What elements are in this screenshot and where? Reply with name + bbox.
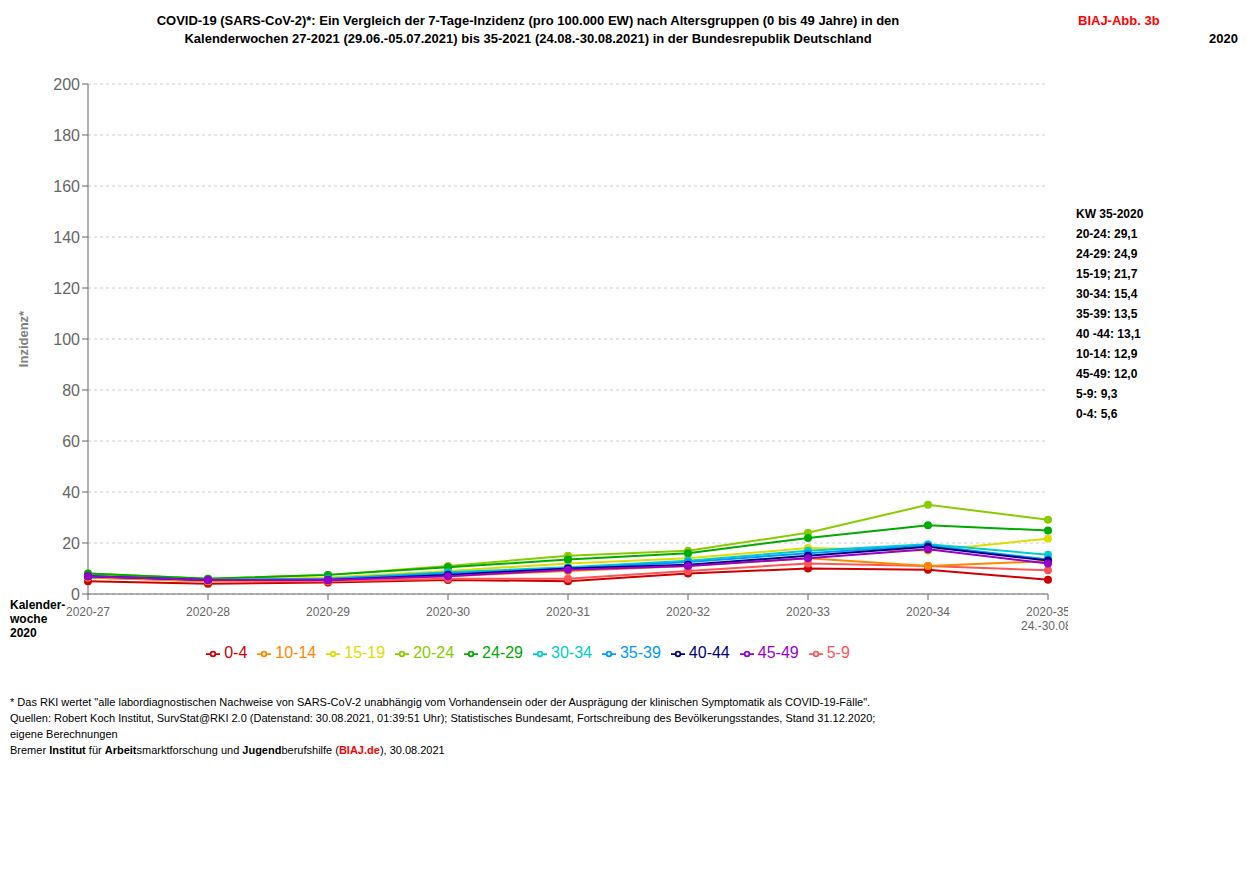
html-text:40-44: 40-44 (688, 644, 730, 661)
svg-text:180: 180 (53, 127, 80, 144)
html-text:Bremer Institut für Arbeit sma: Bremer Institut für Arbeit smarktforschu… (10, 744, 445, 756)
html-text:Quellen: Robert Koch Institut,: Quellen: Robert Koch Institut, SurvStat@… (10, 712, 876, 724)
html-text:15-19: 15-19 (344, 644, 386, 661)
html-text:10-14: 10-14 (275, 644, 317, 661)
svg-text:2020-28: 2020-28 (186, 605, 230, 619)
svg-text:2020-27: 2020-27 (66, 605, 110, 619)
html-text:24-29: 24,9: 24-29: 24,9 (1076, 247, 1138, 261)
svg-text:2020-29: 2020-29 (306, 605, 350, 619)
html-text:24-29: 24-29 (482, 644, 523, 661)
svg-text:2020-3524.-30.08.: 2020-3524.-30.08. (1021, 605, 1068, 633)
html-text:30-34: 30-34 (551, 644, 592, 661)
svg-text:2020-32: 2020-32 (666, 605, 710, 619)
svg-text:120: 120 (53, 280, 80, 297)
html-text:0-4: 5,6: 0-4: 5,6 (1076, 407, 1118, 421)
html-text:35-39: 35-39 (619, 644, 661, 661)
svg-text:200: 200 (53, 76, 80, 93)
html-text:* Das RKI wertet "alle labordi: * Das RKI wertet "alle labordiagnostisch… (10, 696, 871, 708)
html-text:COVID-19 (SARS-CoV-2)*: Ein Ve: COVID-19 (SARS-CoV-2)*: Ein Vergleich de… (156, 13, 900, 46)
html-text:10-14: 12,9: 10-14: 12,9 (1076, 347, 1138, 361)
html-text:2020: 2020 (1209, 31, 1238, 46)
html-text:eigene Berechnungen: eigene Berechnungen (10, 728, 118, 740)
html-text:0-4: 0-4 (224, 644, 248, 661)
svg-text:2020-33: 2020-33 (786, 605, 830, 619)
html-text:BIAJ-Abb. 3b: BIAJ-Abb. 3b (1078, 13, 1160, 28)
svg-text:2020-30: 2020-30 (426, 605, 470, 619)
svg-text:80: 80 (62, 382, 80, 399)
html-text:KW 35-2020: KW 35-2020 (1076, 207, 1144, 221)
svg-text:20: 20 (62, 535, 80, 552)
html-text:45-49: 45-49 (757, 644, 799, 661)
svg-text:2020-31: 2020-31 (546, 605, 590, 619)
html-text:45-49: 12,0: 45-49: 12,0 (1076, 367, 1138, 381)
svg-text:40: 40 (62, 484, 80, 501)
svg-text:160: 160 (53, 178, 80, 195)
svg-text:2020-34: 2020-34 (906, 605, 950, 619)
svg-text:140: 140 (53, 229, 80, 246)
svg-text:Inzidenz*: Inzidenz* (16, 310, 31, 367)
html-text:5-9: 5-9 (826, 644, 850, 661)
html-text:15-19; 21,7: 15-19; 21,7 (1076, 267, 1138, 281)
html-text:30-34: 15,4: 30-34: 15,4 (1076, 287, 1138, 301)
html-text:40 -44: 13,1: 40 -44: 13,1 (1076, 327, 1141, 341)
html-text:5-9: 9,3: 5-9: 9,3 (1076, 387, 1118, 401)
svg-text:60: 60 (62, 433, 80, 450)
svg-text:100: 100 (53, 331, 80, 348)
html-text:35-39: 13,5: 35-39: 13,5 (1076, 307, 1138, 321)
html-text:20-24: 20-24 (413, 644, 455, 661)
html-text:20-24: 29,1: 20-24: 29,1 (1076, 227, 1138, 241)
svg-text:0: 0 (71, 586, 80, 603)
html-text:Kalender- woche 2020: Kalender- woche 2020 (10, 598, 66, 640)
